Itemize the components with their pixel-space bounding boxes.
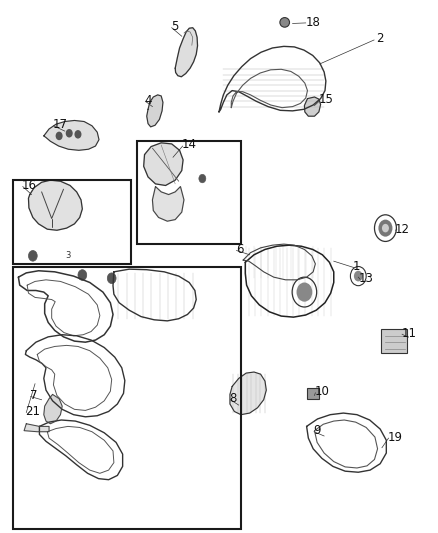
Text: 16: 16 bbox=[22, 179, 37, 192]
Polygon shape bbox=[175, 28, 198, 77]
Text: 21: 21 bbox=[25, 405, 40, 418]
Text: 18: 18 bbox=[306, 16, 321, 29]
Text: 14: 14 bbox=[182, 139, 197, 151]
Circle shape bbox=[56, 132, 63, 140]
Bar bbox=[381, 329, 407, 353]
Text: 17: 17 bbox=[53, 118, 67, 131]
Circle shape bbox=[107, 273, 116, 284]
Text: 13: 13 bbox=[359, 272, 374, 285]
Circle shape bbox=[378, 220, 392, 237]
Circle shape bbox=[78, 270, 87, 280]
Bar bbox=[13, 180, 131, 264]
Text: 3: 3 bbox=[65, 252, 71, 260]
Polygon shape bbox=[152, 187, 184, 221]
Text: 10: 10 bbox=[314, 385, 329, 398]
Polygon shape bbox=[144, 143, 183, 185]
Polygon shape bbox=[304, 97, 321, 116]
Text: 2: 2 bbox=[376, 33, 383, 45]
Polygon shape bbox=[44, 394, 62, 424]
Bar bbox=[13, 266, 241, 529]
Text: 1: 1 bbox=[353, 260, 360, 273]
Text: 12: 12 bbox=[394, 223, 409, 236]
Text: 11: 11 bbox=[401, 327, 416, 340]
Text: 4: 4 bbox=[145, 94, 152, 107]
Text: 6: 6 bbox=[236, 243, 243, 256]
Circle shape bbox=[199, 174, 206, 183]
Polygon shape bbox=[44, 120, 99, 150]
Text: 15: 15 bbox=[319, 93, 334, 106]
Bar bbox=[137, 141, 241, 244]
Circle shape bbox=[354, 271, 363, 281]
Text: 7: 7 bbox=[30, 389, 37, 402]
Circle shape bbox=[28, 251, 37, 261]
Text: 8: 8 bbox=[230, 392, 237, 405]
Ellipse shape bbox=[280, 18, 290, 27]
Circle shape bbox=[382, 224, 389, 232]
Text: 5: 5 bbox=[171, 20, 178, 33]
Polygon shape bbox=[230, 372, 266, 415]
Polygon shape bbox=[28, 180, 82, 230]
Bar bbox=[307, 388, 319, 399]
Text: 19: 19 bbox=[388, 431, 403, 443]
Text: 9: 9 bbox=[313, 424, 321, 437]
Circle shape bbox=[74, 130, 81, 139]
Polygon shape bbox=[24, 424, 49, 432]
Polygon shape bbox=[147, 95, 163, 127]
Circle shape bbox=[66, 129, 73, 138]
Circle shape bbox=[297, 282, 312, 302]
